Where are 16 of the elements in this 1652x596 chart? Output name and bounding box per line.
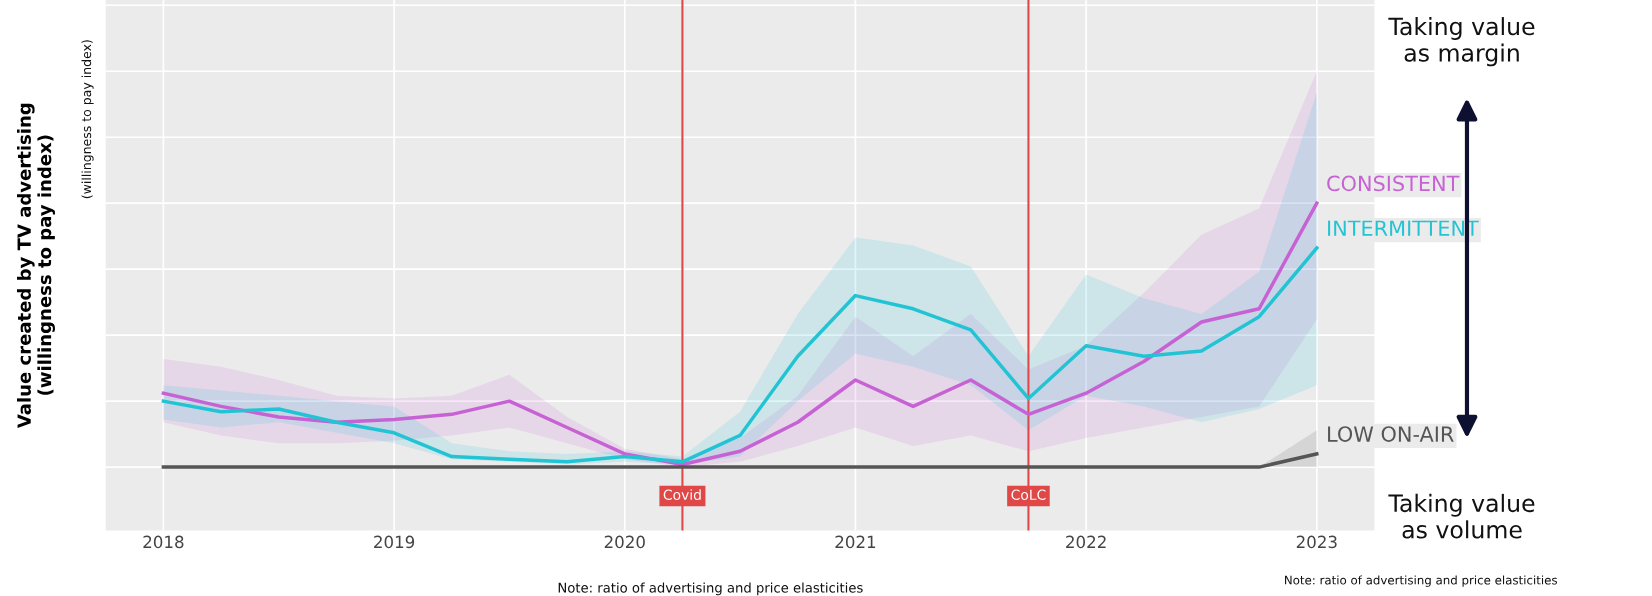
series-label: CONSISTENT: [1327, 175, 1460, 192]
x-tick-label: 2019: [374, 535, 415, 549]
x-tick-label: 2021: [835, 535, 876, 549]
x-tick-label: 2023: [1296, 535, 1337, 549]
series-label: LOW ON-AIR: [1328, 426, 1454, 442]
text: (willingness to pay index): [81, 40, 94, 199]
ref-line-label: Covid: [663, 489, 701, 500]
y-axis-title: Value created by TV advertising (willingness to pay index): [17, 103, 55, 429]
text: Taking value as margin: [1388, 17, 1535, 67]
text: Taking value as volume: [1388, 493, 1535, 539]
text: Note: ratio of advertising and price elasticities: [1285, 575, 1557, 587]
ref-line-label: CoLC: [1011, 489, 1046, 500]
text: Note: ratio of advertising and price elasticities: [558, 582, 863, 596]
x-tick-label: 2022: [1066, 535, 1106, 549]
x-tick-label: 2020: [604, 535, 645, 549]
x-tick-label: 2018: [143, 535, 184, 549]
